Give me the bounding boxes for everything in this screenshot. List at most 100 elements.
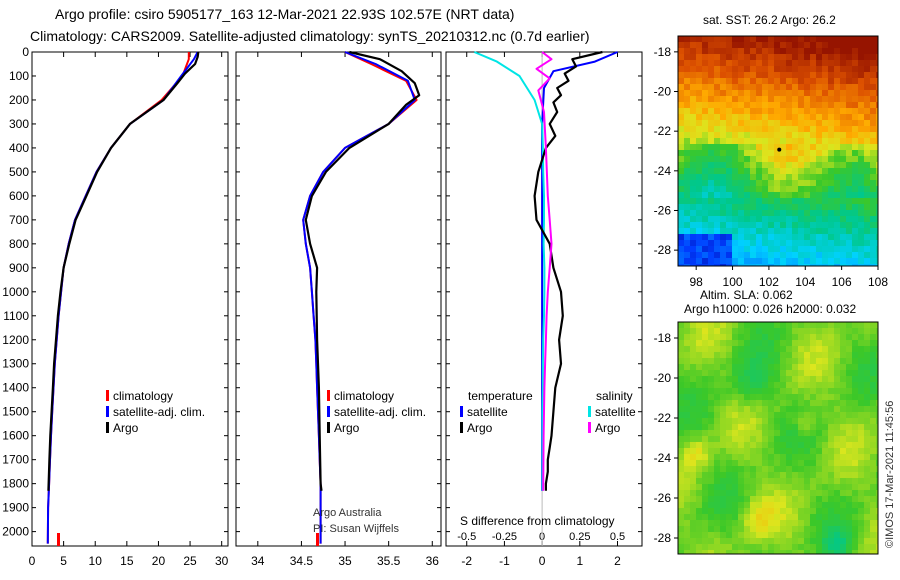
map-cell [738, 48, 744, 54]
map-cell [804, 328, 810, 334]
map-cell [702, 120, 708, 126]
map-cell [816, 532, 822, 538]
map-cell [834, 448, 840, 454]
map-cell [846, 508, 852, 514]
map-cell [876, 228, 878, 234]
map-cell [714, 168, 720, 174]
map-cell [720, 514, 726, 520]
map-cell [726, 114, 732, 120]
map-cell [684, 484, 690, 490]
map-cell [876, 72, 878, 78]
map-cell [726, 96, 732, 102]
map-cell [690, 36, 696, 42]
map-cell [834, 36, 840, 42]
map-cell [702, 252, 708, 258]
map-cell [834, 538, 840, 544]
map-cell [810, 472, 816, 478]
map-cell [690, 526, 696, 532]
map-cell [732, 204, 738, 210]
map-cell [864, 502, 870, 508]
map-cell [816, 412, 822, 418]
map-cell [720, 442, 726, 448]
map-cell [720, 120, 726, 126]
map-cell [780, 174, 786, 180]
map-cell [792, 382, 798, 388]
map-cell [714, 174, 720, 180]
map-cell [804, 364, 810, 370]
map-cell [804, 460, 810, 466]
map-cell [678, 514, 684, 520]
map-cell [846, 210, 852, 216]
map-cell [816, 162, 822, 168]
map-cell [720, 430, 726, 436]
map-cell [864, 346, 870, 352]
map-cell [768, 228, 774, 234]
map-cell [864, 234, 870, 240]
map-cell [690, 424, 696, 430]
map-cell [726, 48, 732, 54]
map-cell [804, 84, 810, 90]
map-cell [720, 174, 726, 180]
map-cell [870, 216, 876, 222]
map-cell [792, 478, 798, 484]
map-cell [780, 466, 786, 472]
map-cell [738, 144, 744, 150]
map-cell [822, 54, 828, 60]
series-line-argo [47, 51, 200, 491]
map-cell [756, 126, 762, 132]
map-cell [876, 418, 878, 424]
map-cell [726, 102, 732, 108]
map-cell [876, 84, 878, 90]
map-cell [876, 454, 878, 460]
map-cell [738, 60, 744, 66]
map-cell [870, 532, 876, 538]
map-cell [708, 126, 714, 132]
map-cell [792, 496, 798, 502]
map-cell [678, 382, 684, 388]
map-cell [750, 228, 756, 234]
map-cell [708, 192, 714, 198]
map-cell [726, 334, 732, 340]
map-cell [864, 192, 870, 198]
map-cell [852, 460, 858, 466]
map-cell [756, 90, 762, 96]
map-cell [780, 120, 786, 126]
map-cell [732, 490, 738, 496]
map-cell [774, 442, 780, 448]
map-cell [858, 162, 864, 168]
map-cell [798, 216, 804, 222]
map-cell [702, 520, 708, 526]
sst-x-tick-label: 100 [723, 275, 743, 289]
map-cell [870, 114, 876, 120]
map-cell [840, 84, 846, 90]
map-cell [876, 204, 878, 210]
map-cell [810, 550, 816, 554]
map-cell [684, 490, 690, 496]
map-cell [798, 138, 804, 144]
map-cell [864, 168, 870, 174]
y-tick-label: 300 [9, 117, 29, 131]
map-cell [708, 216, 714, 222]
legend-difference-panel: temperature salinity satellite Argo sate… [460, 389, 636, 435]
map-cell [708, 538, 714, 544]
map-cell [858, 240, 864, 246]
map-cell [756, 400, 762, 406]
map-cell [846, 156, 852, 162]
map-cell [846, 502, 852, 508]
map-cell [774, 66, 780, 72]
map-cell [750, 376, 756, 382]
map-cell [828, 364, 834, 370]
map-cell [798, 442, 804, 448]
map-cell [732, 514, 738, 520]
series-line-climatology [46, 52, 190, 544]
map-cell [702, 352, 708, 358]
map-cell [852, 156, 858, 162]
map-cell [762, 42, 768, 48]
map-cell [678, 478, 684, 484]
map-cell [786, 132, 792, 138]
map-cell [786, 418, 792, 424]
map-cell [750, 382, 756, 388]
map-cell [870, 168, 876, 174]
map-cell [690, 340, 696, 346]
